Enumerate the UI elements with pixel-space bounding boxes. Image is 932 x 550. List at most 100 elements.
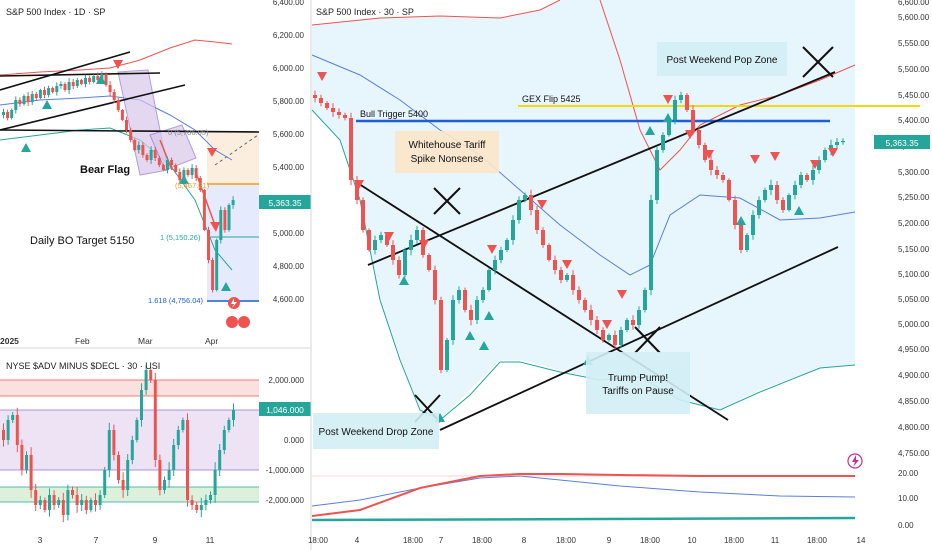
intraday-candle [535, 210, 539, 230]
breadth-candle [176, 430, 180, 445]
intraday-candle [355, 180, 359, 200]
intraday-candle [835, 142, 839, 145]
bo-target-label: Daily BO Target 5150 [30, 235, 134, 247]
breadth-candles [2, 365, 235, 523]
intraday-candle [457, 290, 461, 300]
intraday-lower-channel [439, 246, 839, 431]
intraday-candle [529, 195, 533, 210]
breadth-candle [2, 430, 5, 440]
intraday-candle [613, 335, 617, 345]
buy-signal-marker [484, 311, 494, 320]
intraday-x-axis: 18:00 4 18:00 7 18:00 8 18:00 9 18:00 10 18:00 11 18… [308, 536, 866, 545]
sell-signal-marker [770, 152, 780, 161]
intraday-candle [799, 175, 803, 185]
y-tick-label: 4,600.00 [273, 295, 305, 304]
fib-1-label: 1 (5,150.26) [160, 233, 201, 242]
breadth-candle [130, 440, 134, 460]
breadth-candle [84, 500, 88, 510]
breadth-candle [232, 410, 235, 420]
intraday-candle [553, 260, 557, 270]
y-tick-label: 5,400.00 [273, 163, 305, 172]
pop-zone-box [657, 42, 787, 76]
x-mark [634, 326, 661, 354]
breadth-candle [75, 495, 79, 505]
fib-top-label: 0 (5,786.05) [168, 128, 209, 137]
breadth-candle [80, 500, 84, 505]
x-tick-label: Apr [205, 336, 218, 346]
intraday-candle [469, 310, 473, 320]
y-tick-label: 5,000.00 [898, 320, 930, 329]
breadth-candle [43, 500, 47, 510]
sell-signal-marker [419, 240, 429, 249]
intraday-candle [619, 330, 623, 345]
y-tick-label: 2,000.000 [268, 376, 304, 385]
daily-candle [67, 82, 71, 90]
breadth-candle [199, 505, 203, 510]
intraday-candle [505, 240, 509, 250]
breadth-last-value: 1,046.000 [266, 405, 304, 415]
breadth-candle [172, 445, 176, 470]
daily-candle [6, 112, 10, 118]
sell-signal-marker [810, 160, 820, 169]
daily-chart-panel: S&P 500 Index · 1D · SP Bear Flag Daily … [0, 0, 311, 346]
intraday-candle [673, 100, 677, 120]
intraday-candle [577, 290, 581, 300]
sub-y-tick-label: 0.00 [898, 521, 914, 530]
sub-y-tick-label: 20.00 [898, 469, 919, 478]
breadth-candle [227, 420, 231, 430]
y-tick-label: 4,800.00 [273, 262, 305, 271]
x-mark [433, 187, 461, 215]
buy-signal-marker [645, 126, 655, 135]
x-tick-label: Mar [138, 336, 153, 346]
x-tick-label: Feb [75, 336, 90, 346]
intraday-candle [511, 220, 515, 240]
x-tick-label: 11 [206, 535, 215, 545]
breadth-candle [186, 420, 189, 500]
lightning-icon[interactable] [847, 453, 863, 469]
daily-candle [38, 90, 42, 98]
daily-trendline-channel [0, 84, 186, 131]
intraday-candle [751, 215, 755, 235]
y-tick-label: 6,200.00 [273, 31, 305, 40]
intraday-last-price: 5,363.35 [885, 138, 918, 148]
bull-trigger-label: Bull Trigger 5400 [360, 109, 428, 119]
daily-candle [223, 210, 227, 230]
x-tick-label: 14 [857, 536, 866, 545]
breadth-candle [71, 490, 74, 495]
flag-us-icon[interactable] [226, 316, 238, 328]
intraday-candle [373, 240, 377, 250]
x-tick-label: 18:00 [724, 536, 745, 545]
daily-candle [182, 170, 186, 180]
intraday-last-price-badge [874, 135, 930, 149]
intraday-candle [625, 320, 629, 330]
breadth-candle [57, 500, 61, 505]
breadth-candle [126, 460, 130, 490]
breadth-x-axis: 3 7 9 11 [38, 535, 215, 545]
y-tick-label: 4,800.00 [898, 423, 930, 432]
flag-us-icon[interactable] [238, 316, 250, 328]
daily-upper-band [0, 39, 233, 76]
intraday-candle [637, 310, 641, 325]
daily-candle [166, 160, 169, 170]
y-tick-label: 5,600.00 [898, 13, 930, 22]
intraday-candle [445, 340, 449, 370]
intraday-candle [337, 112, 341, 115]
intraday-candle [349, 118, 353, 180]
x-tick-label: 18:00 [640, 536, 661, 545]
intraday-candle [313, 95, 317, 98]
breadth-candle [25, 455, 28, 470]
gex-flip-label: GEX Flip 5425 [522, 94, 581, 104]
breadth-candle [11, 415, 15, 420]
breadth-candle [121, 480, 125, 490]
x-tick-label: 3 [38, 535, 43, 545]
breadth-candle [66, 490, 70, 515]
sub-line-red [311, 473, 855, 517]
intraday-candle [793, 185, 797, 195]
y-tick-label: 4,900.00 [898, 371, 930, 380]
x-tick-label: 2025 [0, 336, 19, 346]
breadth-candle [20, 445, 24, 470]
daily-candle [79, 80, 83, 84]
breadth-candle [98, 495, 102, 505]
buy-signal-marker [663, 113, 673, 122]
intraday-candle [427, 255, 431, 270]
